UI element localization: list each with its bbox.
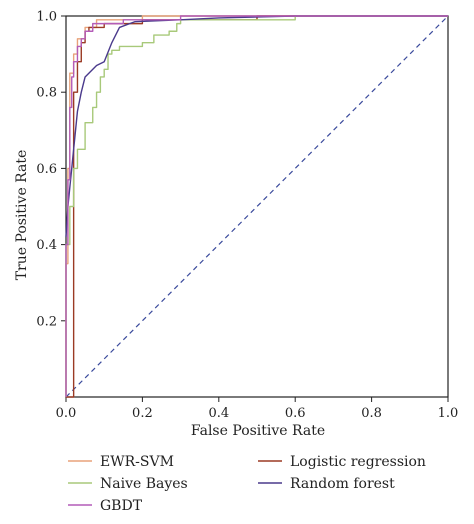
x-tick-label: 0.0: [56, 406, 77, 421]
legend-label-random-forest: Random forest: [290, 476, 395, 492]
y-tick-label: 0.4: [36, 238, 57, 253]
y-tick-label: 1.0: [36, 10, 57, 25]
series-line-gbdt: [65, 15, 448, 397]
reference-diagonal-line: [65, 15, 449, 398]
x-tick-label: 0.2: [132, 406, 153, 421]
y-tick-label: 0.8: [36, 86, 57, 101]
x-tick-label: 0.6: [285, 406, 306, 421]
legend-label-naive-bayes: Naive Bayes: [100, 476, 188, 492]
x-axis-label: False Positive Rate: [191, 423, 325, 439]
x-tick-label: 0.4: [208, 406, 229, 421]
x-tick-label: 1.0: [438, 406, 459, 421]
legend-label-ewr-svm: EWR-SVM: [100, 454, 174, 470]
y-tick-label: 0.2: [36, 314, 57, 329]
y-axis-label: True Positive Rate: [14, 150, 30, 281]
legend-label-gbdt: GBDT: [100, 498, 143, 514]
legend-label-logistic-regression: Logistic regression: [290, 454, 426, 470]
series-line-naive-bayes: [65, 15, 448, 397]
y-tick-label: 0.6: [36, 162, 57, 177]
series-line-random-forest: [65, 15, 448, 238]
x-tick-label: 0.8: [361, 406, 382, 421]
